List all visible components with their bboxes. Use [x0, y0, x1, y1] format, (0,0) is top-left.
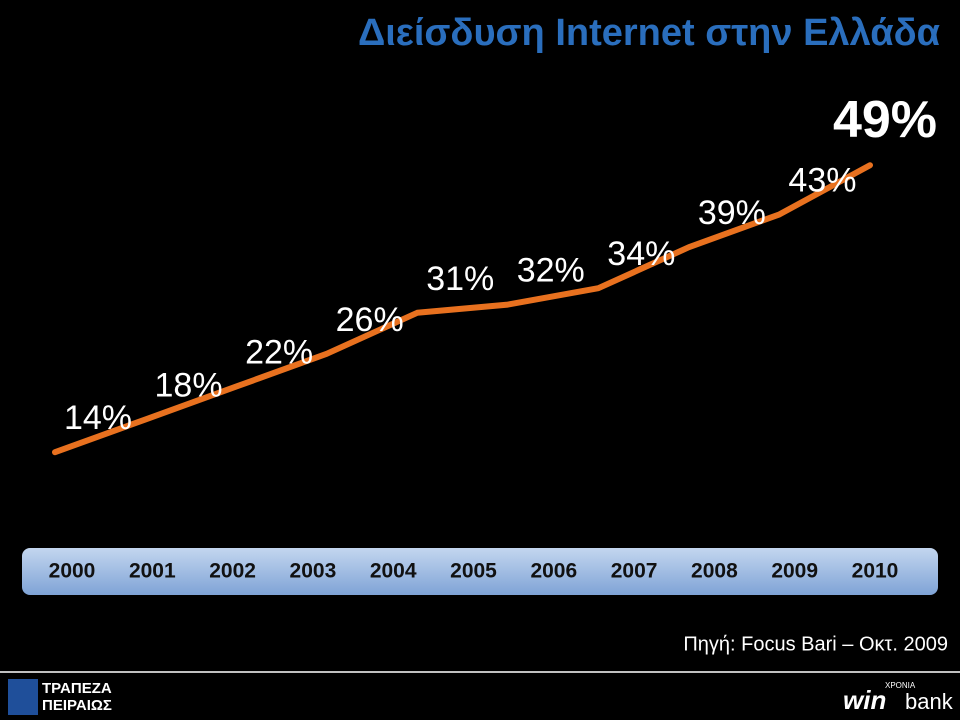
year-label: 2001 — [129, 560, 176, 583]
year-label: 2003 — [290, 560, 337, 583]
data-label: 31% — [426, 260, 494, 298]
data-label: 26% — [336, 301, 404, 339]
bank-name: ΤΡΑΠΕΖΑ — [42, 680, 112, 697]
data-label: 39% — [698, 194, 766, 232]
chart-title: Διείσδυση Internet στην Ελλάδα — [358, 12, 940, 54]
bank-name: ΠΕΙΡΑΙΩΣ — [42, 697, 112, 714]
data-label: 34% — [607, 235, 675, 273]
data-label: 32% — [517, 252, 585, 290]
data-label: 18% — [155, 366, 223, 404]
data-label: 43% — [788, 161, 856, 199]
year-strip — [22, 548, 938, 595]
year-label: 2000 — [49, 560, 96, 583]
year-label: 2005 — [450, 560, 497, 583]
brand: bank — [905, 689, 954, 714]
data-label: 49% — [833, 91, 937, 149]
year-label: 2009 — [771, 560, 818, 583]
year-label: 2004 — [370, 560, 417, 583]
year-label: 2007 — [611, 560, 658, 583]
year-label: 2008 — [691, 560, 738, 583]
year-label: 2006 — [530, 560, 577, 583]
data-line — [52, 162, 873, 456]
data-label: 22% — [245, 334, 313, 372]
data-label: 14% — [64, 399, 132, 437]
bank-logo — [8, 679, 38, 715]
year-label: 2010 — [852, 560, 899, 583]
years-badge: ΧΡΟΝΙΑ — [885, 681, 916, 690]
year-label: 2002 — [209, 560, 256, 583]
brand: win — [843, 685, 886, 715]
source: Πηγή: Focus Bari – Οκτ. 2009 — [683, 633, 948, 655]
